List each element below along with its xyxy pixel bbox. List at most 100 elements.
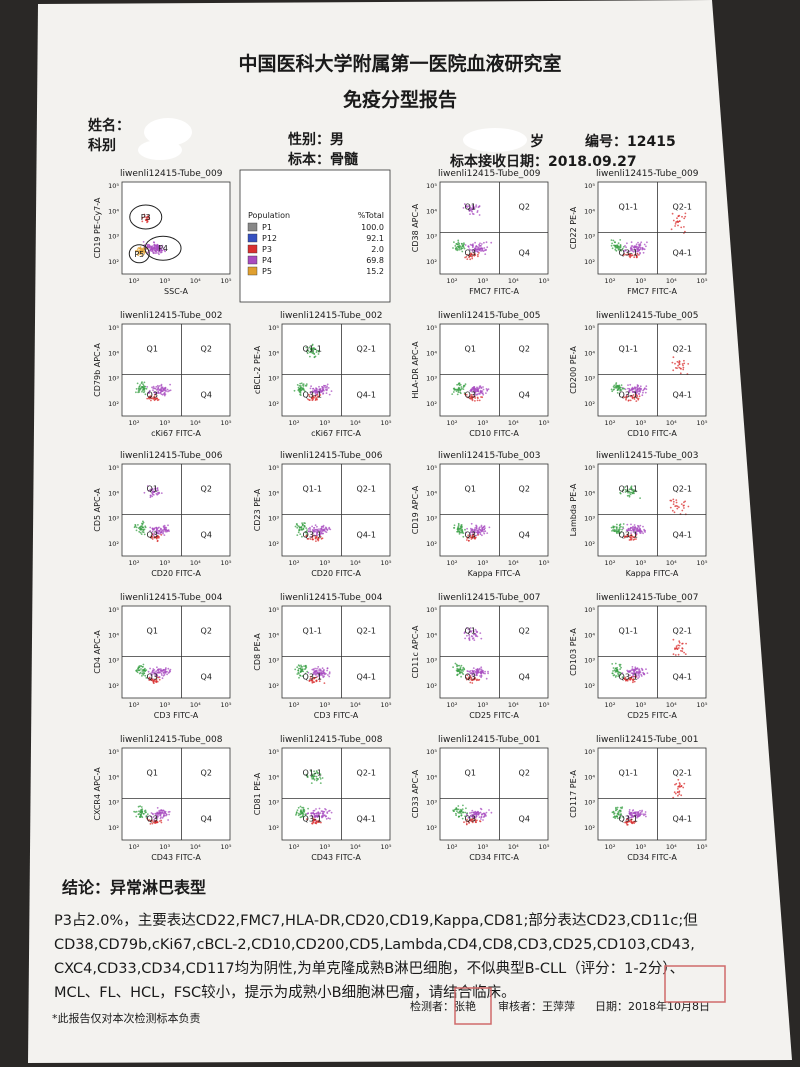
event-dot (148, 218, 151, 221)
event-dot (294, 668, 297, 671)
y-axis-label: CXCR4 APC-A (93, 767, 102, 821)
event-dot (322, 812, 325, 815)
y-tick-label: 10⁴ (426, 631, 437, 639)
event-dot (454, 245, 457, 247)
event-dot (630, 537, 633, 540)
event-dot (306, 352, 309, 355)
x-axis-label: CD25 FITC-A (469, 711, 519, 720)
event-dot (479, 632, 482, 634)
y-tick-label: 10⁴ (108, 773, 119, 781)
event-dot (138, 385, 141, 388)
event-dot (323, 682, 326, 684)
event-dot (462, 388, 465, 390)
event-dot (683, 359, 685, 362)
event-dot (474, 246, 477, 248)
quadrant-label: Q4 (519, 249, 530, 258)
event-dot (298, 384, 301, 387)
event-dot (156, 397, 158, 399)
event-dot (680, 785, 683, 787)
event-dot (328, 675, 331, 678)
event-dot (634, 526, 637, 529)
event-dot (151, 530, 154, 533)
x-tick-label: 10² (447, 701, 458, 709)
event-dot (675, 499, 678, 501)
event-dot (621, 528, 623, 531)
event-dot (481, 392, 484, 395)
event-dot (162, 532, 164, 535)
plot-frame (439, 323, 549, 417)
event-dot (169, 383, 172, 386)
event-dot (485, 241, 488, 244)
event-dot (646, 241, 648, 244)
event-dot (477, 255, 479, 258)
event-dot (328, 672, 331, 675)
quadrant-label: Q3-1 (619, 249, 638, 258)
color-swatch (247, 222, 258, 232)
event-dot (142, 383, 144, 385)
event-dot (456, 383, 458, 386)
event-dot (158, 385, 161, 387)
event-dot (158, 529, 161, 532)
event-dot (644, 811, 647, 813)
event-dot (624, 245, 626, 247)
event-dot (639, 532, 642, 534)
event-dot (158, 678, 161, 681)
event-dot (304, 665, 307, 667)
event-dot (618, 385, 621, 387)
event-dot (471, 537, 474, 539)
event-dot (456, 530, 458, 533)
event-dot (302, 523, 304, 526)
y-tick-label: 10³ (268, 799, 279, 807)
event-dot (672, 369, 675, 372)
event-dot (299, 813, 302, 816)
event-dot (150, 672, 153, 675)
plot-frame (281, 747, 391, 841)
event-dot (684, 215, 687, 218)
event-dot (634, 666, 637, 669)
table-header: Population (248, 211, 290, 220)
event-dot (472, 533, 475, 536)
event-dot (299, 674, 302, 677)
y-tick-label: 10³ (584, 657, 595, 665)
received-date: 标本接收日期：2018.09.27 (449, 153, 637, 170)
event-dot (619, 390, 621, 392)
event-dot (683, 651, 685, 654)
event-dot (644, 391, 647, 394)
event-dot (294, 525, 297, 528)
event-dot (307, 528, 310, 530)
event-dot (481, 529, 483, 532)
y-axis-label: CD11c APC-A (411, 625, 420, 678)
event-dot (461, 817, 464, 820)
event-dot (453, 387, 456, 390)
event-dot (156, 389, 158, 391)
x-tick-label: 10⁴ (666, 419, 677, 427)
redaction (463, 128, 527, 152)
report-subtitle: 免疫分型报告 (343, 88, 457, 111)
event-dot (628, 494, 631, 497)
event-dot (483, 241, 485, 244)
event-dot (138, 389, 141, 392)
event-dot (619, 491, 622, 494)
event-dot (673, 511, 676, 514)
event-dot (143, 668, 146, 671)
event-dot (297, 389, 300, 392)
event-dot (674, 783, 676, 786)
event-dot (638, 674, 640, 677)
y-axis-label: CD19 APC-A (411, 485, 420, 534)
x-tick-label: 10⁵ (381, 559, 392, 567)
event-dot (157, 386, 160, 389)
event-dot (168, 810, 171, 813)
event-dot (618, 393, 621, 395)
event-dot (683, 217, 686, 220)
event-dot (139, 384, 142, 386)
event-dot (154, 674, 157, 677)
event-dot (151, 538, 154, 540)
quadrant-label: Q2 (201, 345, 212, 354)
event-dot (146, 386, 149, 388)
event-dot (476, 386, 478, 389)
event-dot (639, 529, 642, 532)
event-dot (139, 246, 142, 249)
event-dot (684, 653, 687, 655)
event-dot (465, 393, 468, 396)
plot-frame (121, 747, 231, 841)
